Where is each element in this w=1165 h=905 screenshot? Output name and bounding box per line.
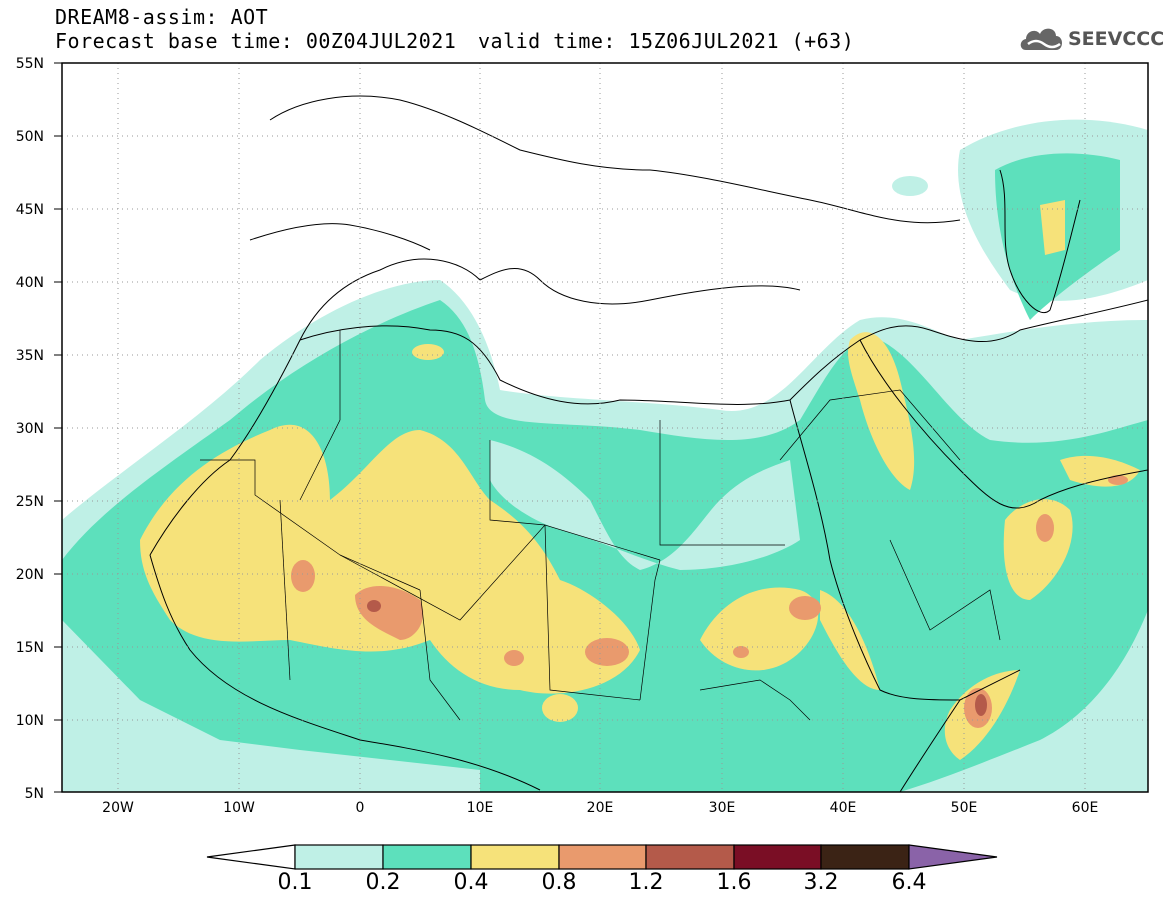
colorbar-high-arrow bbox=[908, 844, 998, 870]
coastlines bbox=[149, 95, 1148, 792]
lon-label: 40E bbox=[830, 800, 857, 816]
logo-text: SEEVCCC bbox=[1068, 28, 1165, 50]
map-title: DREAM8-assim: AOT bbox=[55, 5, 269, 29]
aot-fields bbox=[62, 119, 1148, 792]
lon-label: 10E bbox=[467, 800, 494, 816]
aot-level-1.2 bbox=[367, 600, 987, 716]
lon-label: 30E bbox=[709, 800, 736, 816]
colorbar-label: 6.4 bbox=[891, 870, 927, 895]
lon-label: 60E bbox=[1072, 800, 1099, 816]
lat-label: 25N bbox=[16, 494, 44, 510]
lat-label: 40N bbox=[16, 275, 44, 291]
lat-label: 10N bbox=[16, 713, 44, 729]
lat-label: 15N bbox=[16, 640, 44, 656]
colorbar-swatch bbox=[645, 844, 735, 870]
valid-time: valid time: 15Z06JUL2021 (+63) bbox=[478, 29, 855, 53]
lon-label: 20E bbox=[587, 800, 614, 816]
country-borders bbox=[200, 330, 1001, 721]
lat-label: 50N bbox=[16, 129, 44, 145]
longitude-labels: 20W 10W 0 10E 20E 30E 40E 50E 60E bbox=[102, 800, 1098, 816]
colorbar-label: 1.6 bbox=[716, 870, 752, 895]
lon-label: 50E bbox=[951, 800, 978, 816]
lon-label: 0 bbox=[356, 800, 365, 816]
lat-ticks bbox=[54, 62, 62, 793]
latitude-labels: 55N 50N 45N 40N 35N 30N 25N 20N 15N 10N … bbox=[16, 56, 44, 802]
colorbar-label: 0.2 bbox=[365, 870, 401, 895]
colorbar-low-arrow bbox=[206, 844, 296, 870]
gridlines bbox=[62, 63, 1148, 792]
lat-label: 35N bbox=[16, 348, 44, 364]
forecast-base-time: Forecast base time: 00Z04JUL2021 bbox=[55, 29, 457, 53]
colorbar-swatch bbox=[820, 844, 910, 870]
lat-label: 55N bbox=[16, 56, 44, 72]
colorbar-swatch bbox=[733, 844, 822, 870]
lon-label: 20W bbox=[102, 800, 134, 816]
colorbar-label: 0.1 bbox=[277, 870, 313, 895]
colorbar bbox=[206, 844, 998, 870]
lat-label: 45N bbox=[16, 202, 44, 218]
colorbar-swatch bbox=[558, 844, 647, 870]
lat-label: 5N bbox=[25, 786, 44, 802]
cloud-icon bbox=[1020, 28, 1062, 50]
colorbar-label: 0.4 bbox=[453, 870, 489, 895]
lat-label: 20N bbox=[16, 567, 44, 583]
lat-label: 30N bbox=[16, 421, 44, 437]
colorbar-label: 3.2 bbox=[803, 870, 839, 895]
seevccc-logo: SEEVCCC bbox=[1018, 22, 1164, 56]
colorbar-swatch bbox=[470, 844, 560, 870]
colorbar-label: 1.2 bbox=[628, 870, 664, 895]
lon-label: 10W bbox=[223, 800, 255, 816]
colorbar-swatch bbox=[382, 844, 472, 870]
colorbar-swatch bbox=[294, 844, 384, 870]
colorbar-label: 0.8 bbox=[541, 870, 577, 895]
